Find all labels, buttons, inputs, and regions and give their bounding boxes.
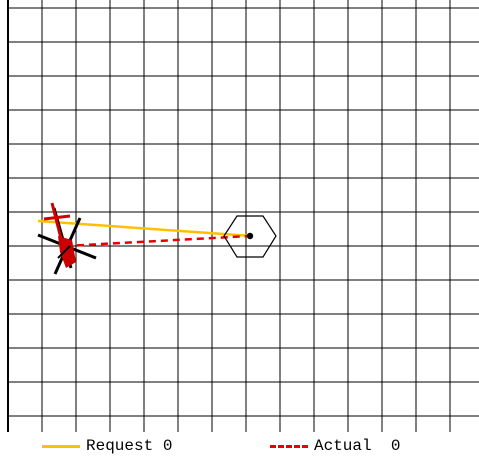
request-swatch [42, 444, 80, 448]
request-trajectory-line [37, 219, 253, 238]
legend: Request 0 Actual 0 [0, 432, 479, 459]
hexagon-target-icon [223, 215, 277, 258]
legend-request-label: Request 0 [86, 437, 173, 455]
grid-field [7, 0, 479, 432]
actual-trajectory-line [64, 234, 251, 248]
robot-icon [37, 202, 97, 275]
legend-actual: Actual 0 [270, 436, 400, 456]
legend-request: Request 0 [42, 436, 172, 456]
actual-swatch [270, 444, 308, 448]
legend-actual-label: Actual 0 [314, 437, 401, 455]
grid-lines [7, 0, 479, 432]
